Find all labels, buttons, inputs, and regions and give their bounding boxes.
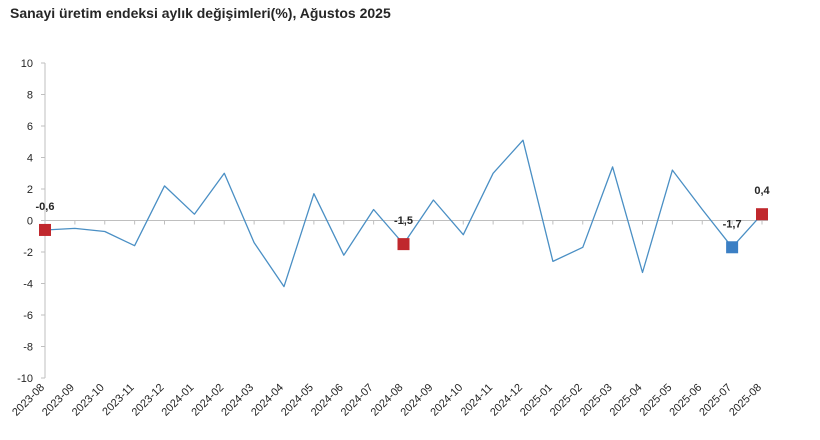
y-tick-label: -8 — [23, 342, 33, 354]
data-label: -1,5 — [394, 215, 413, 227]
data-label: -1,7 — [723, 218, 742, 230]
y-tick-label: -4 — [23, 279, 33, 291]
highlight-marker — [726, 241, 739, 254]
data-label: 0,4 — [754, 185, 770, 197]
highlight-marker — [756, 208, 768, 221]
y-tick-label: 10 — [21, 58, 33, 70]
highlight-marker — [397, 238, 410, 251]
y-tick-label: 0 — [27, 216, 33, 228]
y-tick-label: 4 — [27, 153, 33, 165]
y-tick-label: 6 — [27, 121, 33, 133]
chart-title: Sanayi üretim endeksi aylık değişimleri(… — [10, 5, 391, 21]
y-tick-label: 2 — [27, 184, 33, 196]
y-tick-label: -6 — [23, 310, 33, 322]
highlight-marker — [39, 223, 51, 236]
y-tick-label: 8 — [27, 90, 33, 102]
y-tick-label: -10 — [17, 373, 33, 385]
series-line — [44, 139, 763, 288]
data-label: -0,6 — [36, 201, 55, 213]
x-tick-label: 2023-10 — [70, 382, 107, 419]
x-tick-label: 2025-08 — [727, 382, 764, 419]
y-tick-label: -2 — [23, 247, 33, 259]
x-tick-label: 2024-10 — [428, 382, 465, 419]
